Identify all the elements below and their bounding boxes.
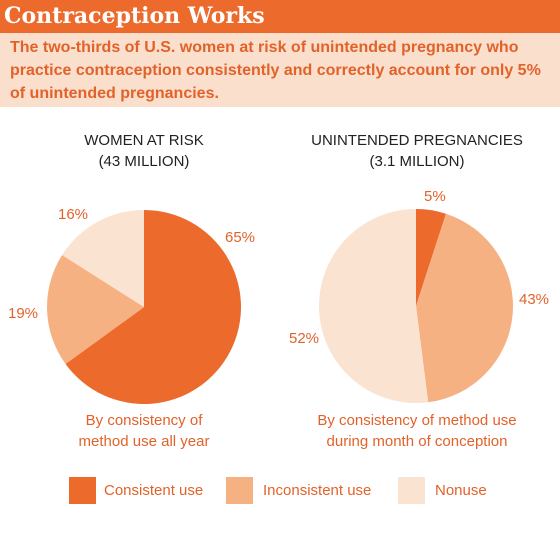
pie-2-slice-inconsistent [416,213,513,403]
pie-2-slice-nonuse [319,209,429,403]
pie-1-slice-nonuse [62,210,145,307]
pie-chart-women-at-risk [47,210,242,405]
chart-2-caption-line2: during month of conception [326,433,508,450]
legend-swatch-inconsistent [226,477,253,504]
pie-2-label-consistent: 5% [424,188,446,205]
legend-label-consistent: Consistent use [104,482,204,499]
page-title: Contraception Works [0,0,560,33]
subtitle: The two-thirds of U.S. women at risk of … [0,33,560,107]
pie-chart-unintended-pregnancies [319,209,513,403]
legend-label-inconsistent: Inconsistent use [263,482,372,499]
chart-2-subtitle: (3.1 MILLION) [369,153,465,170]
chart-1-heading: WOMEN AT RISK (43 MILLION) [24,130,264,172]
pie-1-slice-consistent [65,210,242,405]
legend-swatch-nonuse [398,477,425,504]
pie-2-slice-consistent [416,209,446,306]
pie-2-label-inconsistent: 43% [519,291,550,308]
pie-1-slice-inconsistent [47,255,144,365]
chart-1-caption-line1: By consistency of [85,412,203,429]
pie-2-label-nonuse: 52% [289,330,320,347]
chart-1-caption: By consistency of method use all year [24,410,264,452]
chart-1-caption-line2: method use all year [78,433,210,450]
chart-2-heading: UNINTENDED PREGNANCIES (3.1 MILLION) [297,130,537,172]
chart-2-caption-line1: By consistency of method use [317,412,517,429]
chart-2-caption: By consistency of method use during mont… [297,410,537,452]
legend-swatch-consistent [69,477,96,504]
pie-1-label-inconsistent: 19% [8,305,39,322]
pie-1-label-nonuse: 16% [58,206,89,223]
legend-label-nonuse: Nonuse [435,482,487,499]
pie-1-label-consistent: 65% [225,229,256,246]
chart-1-title: WOMEN AT RISK [84,132,204,149]
chart-1-subtitle: (43 MILLION) [98,153,190,170]
chart-2-title: UNINTENDED PREGNANCIES [311,132,523,149]
